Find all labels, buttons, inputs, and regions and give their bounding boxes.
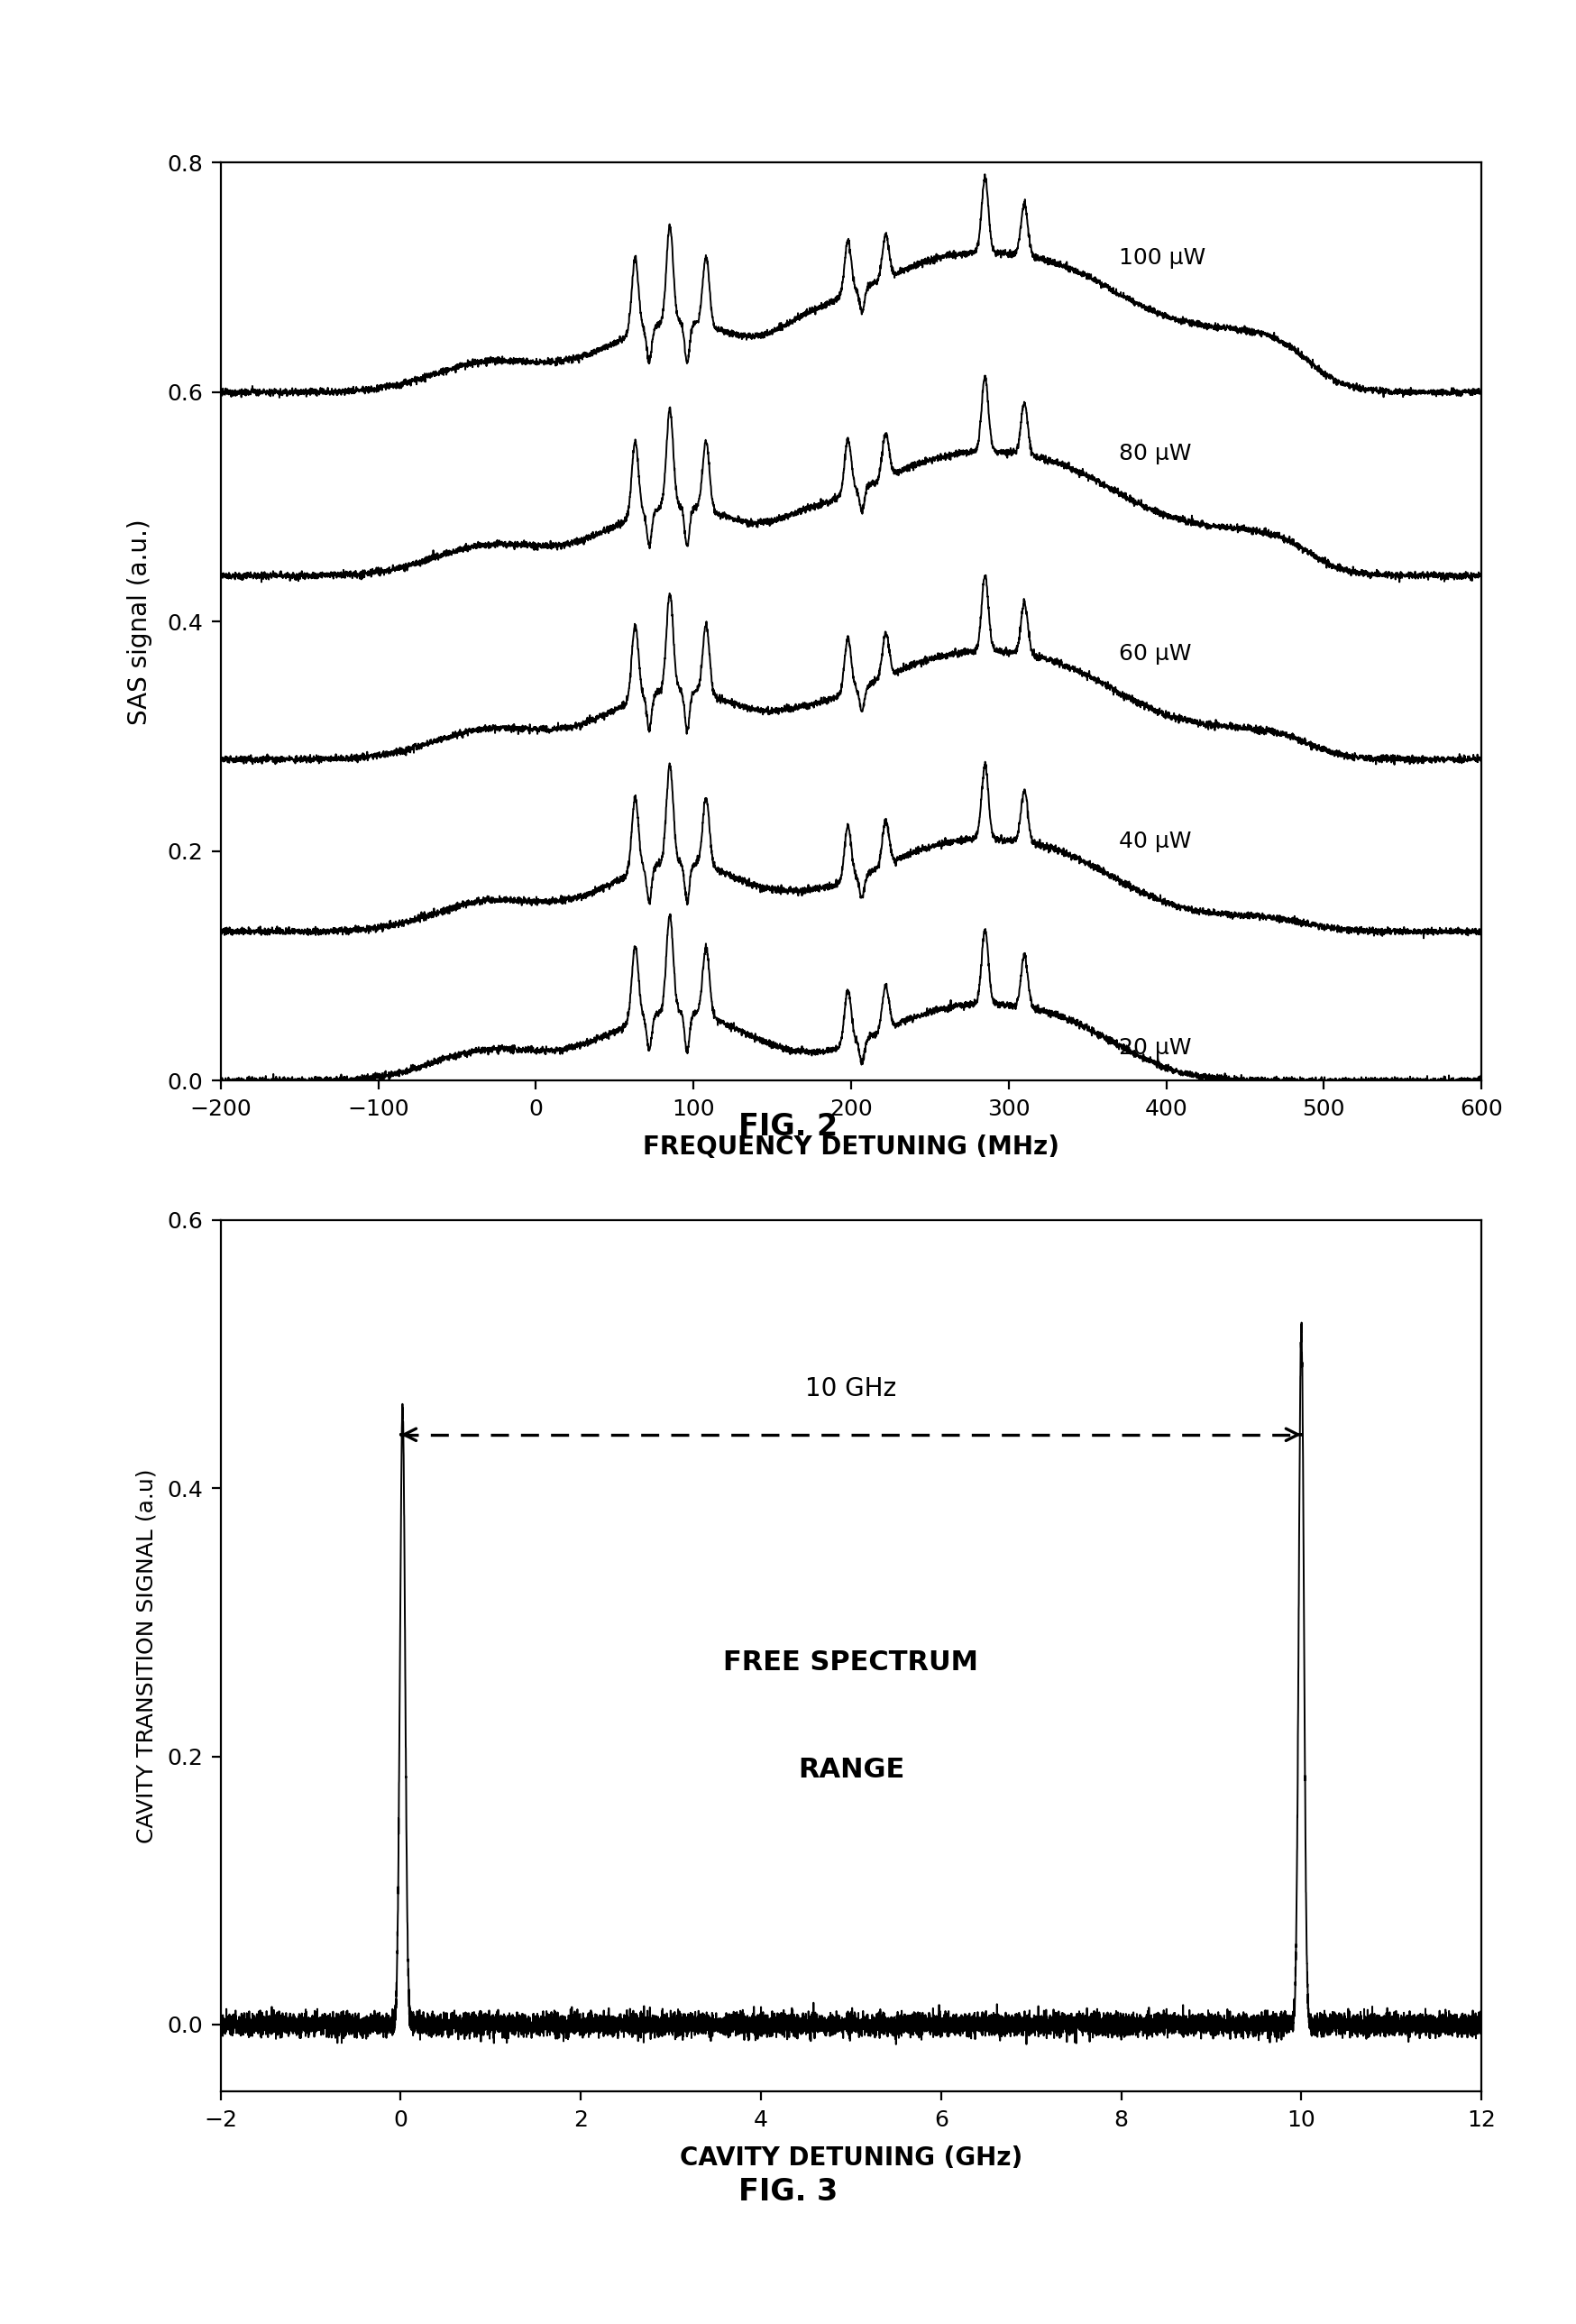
Y-axis label: CAVITY TRANSITION SIGNAL (a.u): CAVITY TRANSITION SIGNAL (a.u) (136, 1469, 158, 1843)
Text: 40 μW: 40 μW (1119, 830, 1191, 853)
X-axis label: FREQUENCY DETUNING (MHz): FREQUENCY DETUNING (MHz) (643, 1134, 1059, 1160)
Text: 80 μW: 80 μW (1119, 442, 1191, 465)
Text: 60 μW: 60 μW (1119, 644, 1191, 665)
Text: 20 μW: 20 μW (1119, 1037, 1191, 1060)
Y-axis label: SAS signal (a.u.): SAS signal (a.u.) (128, 518, 153, 725)
X-axis label: CAVITY DETUNING (GHz): CAVITY DETUNING (GHz) (679, 2145, 1023, 2171)
Text: FREE SPECTRUM: FREE SPECTRUM (723, 1650, 979, 1676)
Text: RANGE: RANGE (797, 1757, 905, 1783)
Text: FIG. 2: FIG. 2 (738, 1113, 838, 1141)
Text: 100 μW: 100 μW (1119, 246, 1206, 270)
Text: FIG. 3: FIG. 3 (738, 2178, 838, 2205)
Text: 10 GHz: 10 GHz (805, 1376, 897, 1401)
